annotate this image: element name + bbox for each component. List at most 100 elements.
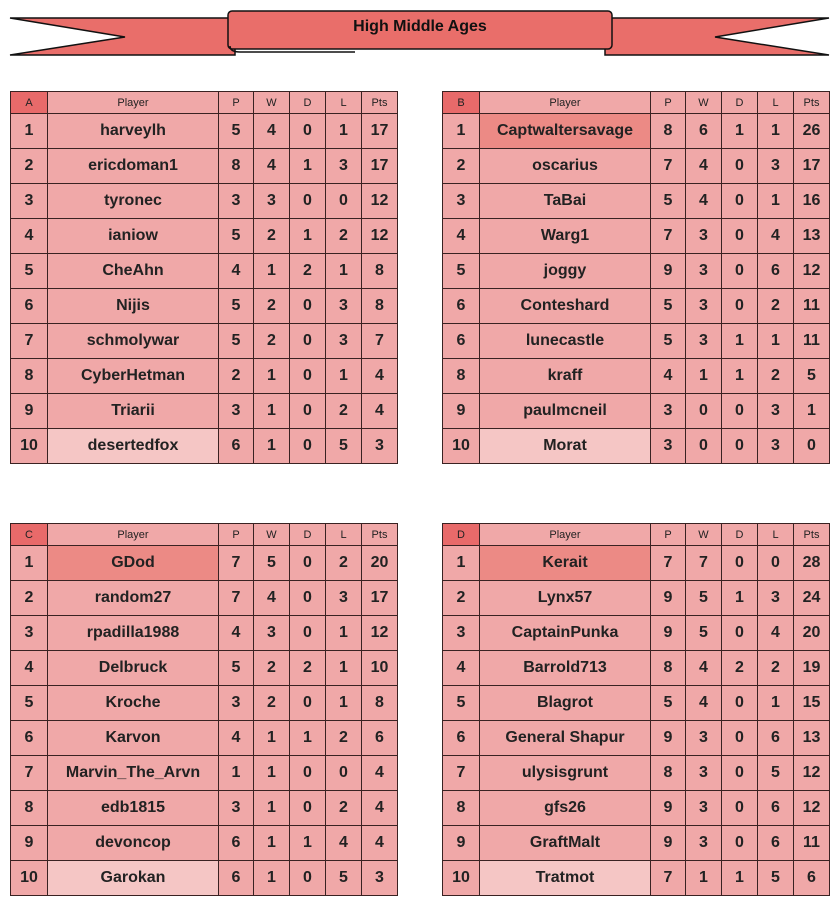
- drawn-cell: 0: [289, 685, 326, 721]
- lost-cell: 1: [757, 685, 794, 721]
- points-cell: 8: [361, 253, 398, 289]
- header-row: D Player P W D L Pts: [442, 523, 830, 546]
- rank-cell: 4: [10, 218, 48, 254]
- rank-cell: 10: [10, 428, 48, 464]
- drawn-cell: 0: [289, 545, 326, 581]
- table-row: 8 CyberHetman 2 1 0 1 4: [10, 358, 398, 394]
- drawn-cell: 0: [289, 755, 326, 791]
- rank-cell: 8: [442, 358, 480, 394]
- table-row: 10 Morat 3 0 0 3 0: [442, 428, 830, 464]
- played-cell: 4: [218, 253, 254, 289]
- title-banner: [9, 10, 830, 56]
- points-cell: 6: [793, 860, 830, 896]
- won-cell: 4: [253, 580, 290, 616]
- points-cell: 4: [361, 790, 398, 826]
- points-cell: 10: [361, 650, 398, 686]
- table-row: 6 Nijis 5 2 0 3 8: [10, 288, 398, 324]
- played-cell: 8: [218, 148, 254, 184]
- won-cell: 1: [685, 358, 722, 394]
- player-cell: desertedfox: [47, 428, 219, 464]
- player-cell: Karvon: [47, 720, 219, 756]
- drawn-cell: 0: [721, 288, 758, 324]
- drawn-cell: 1: [289, 720, 326, 756]
- played-cell: 5: [218, 288, 254, 324]
- table-row: 4 Barrold713 8 4 2 2 19: [442, 650, 830, 686]
- played-cell: 3: [218, 183, 254, 219]
- won-cell: 5: [685, 615, 722, 651]
- column-header-player: Player: [47, 523, 219, 546]
- points-cell: 8: [361, 288, 398, 324]
- lost-cell: 3: [325, 580, 362, 616]
- rank-cell: 2: [10, 580, 48, 616]
- played-cell: 9: [650, 615, 686, 651]
- rank-cell: 5: [10, 253, 48, 289]
- rank-cell: 1: [442, 545, 480, 581]
- player-cell: kraff: [479, 358, 651, 394]
- points-cell: 12: [361, 615, 398, 651]
- lost-cell: 3: [325, 323, 362, 359]
- player-cell: paulmcneil: [479, 393, 651, 429]
- points-cell: 17: [361, 580, 398, 616]
- played-cell: 8: [650, 755, 686, 791]
- won-cell: 0: [685, 393, 722, 429]
- player-cell: GDod: [47, 545, 219, 581]
- drawn-cell: 0: [721, 148, 758, 184]
- rank-cell: 8: [10, 358, 48, 394]
- played-cell: 5: [650, 288, 686, 324]
- points-cell: 11: [793, 825, 830, 861]
- drawn-cell: 0: [289, 358, 326, 394]
- header-row: A Player P W D L Pts: [10, 91, 398, 114]
- points-cell: 13: [793, 720, 830, 756]
- points-cell: 28: [793, 545, 830, 581]
- points-cell: 13: [793, 218, 830, 254]
- points-cell: 4: [361, 825, 398, 861]
- rank-cell: 5: [10, 685, 48, 721]
- lost-cell: 2: [325, 545, 362, 581]
- played-cell: 5: [218, 113, 254, 149]
- column-header-d: D: [721, 523, 758, 546]
- drawn-cell: 1: [721, 113, 758, 149]
- player-cell: Warg1: [479, 218, 651, 254]
- player-cell: TaBai: [479, 183, 651, 219]
- played-cell: 3: [650, 428, 686, 464]
- rank-cell: 9: [10, 393, 48, 429]
- table-row: 2 oscarius 7 4 0 3 17: [442, 148, 830, 184]
- drawn-cell: 0: [721, 545, 758, 581]
- played-cell: 7: [218, 580, 254, 616]
- rank-cell: 8: [442, 790, 480, 826]
- rank-cell: 6: [10, 720, 48, 756]
- table-row: 6 lunecastle 5 3 1 1 11: [442, 323, 830, 359]
- lost-cell: 1: [325, 358, 362, 394]
- column-header-l: L: [325, 91, 362, 114]
- column-header-p: P: [218, 91, 254, 114]
- won-cell: 2: [253, 288, 290, 324]
- played-cell: 7: [650, 148, 686, 184]
- header-row: B Player P W D L Pts: [442, 91, 830, 114]
- drawn-cell: 0: [289, 428, 326, 464]
- group-a-table: A Player P W D L Pts 1 harveylh 5 4 0 1 17 2 ericdoman1…: [10, 91, 398, 464]
- won-cell: 3: [253, 183, 290, 219]
- rank-cell: 3: [10, 183, 48, 219]
- drawn-cell: 1: [721, 860, 758, 896]
- lost-cell: 1: [325, 685, 362, 721]
- played-cell: 9: [650, 580, 686, 616]
- lost-cell: 2: [325, 218, 362, 254]
- lost-cell: 2: [325, 790, 362, 826]
- played-cell: 7: [650, 860, 686, 896]
- lost-cell: 2: [325, 393, 362, 429]
- won-cell: 0: [685, 428, 722, 464]
- player-cell: Blagrot: [479, 685, 651, 721]
- player-cell: General Shapur: [479, 720, 651, 756]
- table-row: 4 Warg1 7 3 0 4 13: [442, 218, 830, 254]
- points-cell: 5: [793, 358, 830, 394]
- lost-cell: 3: [757, 148, 794, 184]
- rank-cell: 1: [10, 113, 48, 149]
- player-cell: GraftMalt: [479, 825, 651, 861]
- played-cell: 1: [218, 755, 254, 791]
- table-row: 5 CheAhn 4 1 2 1 8: [10, 253, 398, 289]
- lost-cell: 6: [757, 790, 794, 826]
- column-header-player: Player: [47, 91, 219, 114]
- rank-cell: 3: [442, 183, 480, 219]
- player-cell: devoncop: [47, 825, 219, 861]
- drawn-cell: 0: [721, 393, 758, 429]
